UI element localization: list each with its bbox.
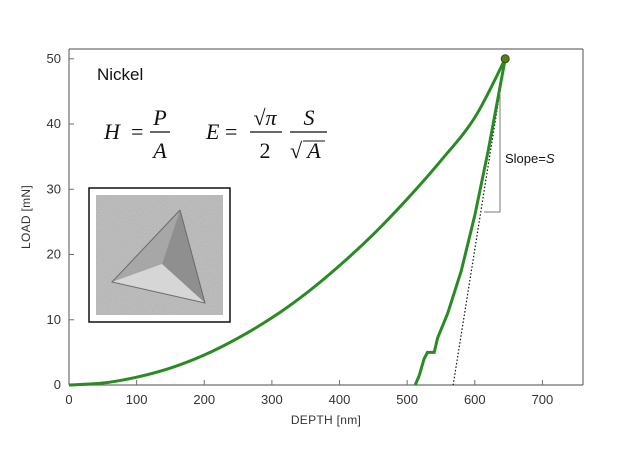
y-tick-label: 10	[47, 312, 61, 327]
x-tick-label: 200	[193, 392, 215, 407]
modulus-numerator-2: S	[304, 105, 315, 130]
slope-label-var: S	[546, 151, 555, 166]
hardness-numerator: P	[152, 105, 166, 130]
x-tick-label: 700	[532, 392, 554, 407]
x-ticks: 0 100 200 300 400 500 600 700	[65, 380, 553, 407]
hardness-denominator: A	[151, 138, 167, 163]
y-tick-label: 20	[47, 247, 61, 262]
hardness-equation: H = P A	[103, 105, 170, 163]
x-tick-label: 100	[126, 392, 148, 407]
x-tick-label: 0	[65, 392, 72, 407]
modulus-denominator-2-var: A	[305, 138, 321, 163]
slope-bracket	[484, 92, 501, 213]
peak-load-marker	[500, 54, 510, 64]
modulus-equation: E = √π 2 S √ A	[205, 105, 327, 163]
indent-facet-right	[162, 210, 205, 303]
indent-micrograph-inset	[88, 187, 231, 323]
hardness-equals: =	[131, 119, 143, 144]
modulus-lhs: E	[205, 119, 220, 144]
x-tick-label: 400	[329, 392, 351, 407]
material-label: Nickel	[97, 65, 143, 84]
axes	[68, 48, 584, 386]
x-tick-label: 300	[261, 392, 283, 407]
tangent-slope-line	[452, 58, 506, 386]
unloading-curve	[413, 58, 507, 386]
x-axis-title: DEPTH [nm]	[291, 413, 361, 427]
y-ticks: 0 10 20 30 40 50	[47, 51, 74, 392]
modulus-equals: =	[225, 119, 237, 144]
x-tick-label: 600	[464, 392, 486, 407]
y-tick-label: 30	[47, 181, 61, 196]
y-axis-title: LOAD [mN]	[19, 185, 33, 249]
indent-edges	[111, 209, 206, 304]
y-tick-label: 50	[47, 51, 61, 66]
modulus-numerator-1: √π	[253, 105, 277, 130]
slope-label: Slope=S	[505, 151, 555, 166]
hardness-lhs: H	[103, 119, 121, 144]
modulus-denominator-2-root: √	[290, 138, 303, 163]
slope-label-text: Slope=	[505, 151, 546, 166]
modulus-denominator-1: 2	[260, 138, 271, 163]
indent-facet-bottom	[112, 264, 205, 303]
x-tick-label: 500	[396, 392, 418, 407]
loading-curve	[68, 58, 507, 387]
y-tick-label: 0	[54, 377, 61, 392]
y-tick-label: 40	[47, 116, 61, 131]
